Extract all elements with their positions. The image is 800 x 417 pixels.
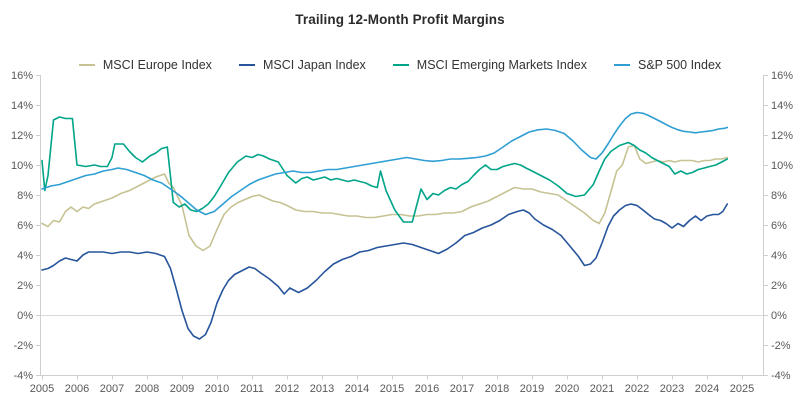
x-axis-label: 2018 [485,383,509,395]
legend-line-swatch [78,64,95,66]
x-axis-label: 2007 [100,383,124,395]
legend: MSCI Europe Index MSCI Japan Index MSCI … [0,58,800,72]
y-axis-label-right: -2% [771,340,791,352]
legend-item-sp-500: S&P 500 Index [613,58,722,72]
y-axis-label-right: 6% [771,220,787,232]
series-line-msci-emerging-markets-index [41,116,729,223]
x-axis-label: 2015 [380,383,404,395]
x-axis-label: 2025 [730,383,754,395]
legend-line-swatch [613,64,630,66]
y-axis-label-left: 12% [11,130,33,142]
y-axis-label-left: 4% [17,250,33,262]
x-axis-label: 2024 [695,383,719,395]
legend-label: S&P 500 Index [637,58,722,72]
y-axis-label-right: 4% [771,250,787,262]
legend-label: MSCI Japan Index [262,58,366,72]
x-axis-label: 2013 [310,383,334,395]
series-line-msci-japan-index [41,203,729,340]
x-axis-label: 2017 [450,383,474,395]
legend-line-swatch [392,64,409,66]
legend-item-msci-emerging-markets: MSCI Emerging Markets Index [392,58,587,72]
y-axis-label-left: 16% [11,70,33,82]
y-axis-label-left: 8% [17,190,33,202]
x-axis-label: 2005 [30,383,54,395]
y-axis-label-left: 0% [17,310,33,322]
y-axis-label-right: -4% [771,370,791,382]
legend-item-msci-europe: MSCI Europe Index [78,58,212,72]
legend-label: MSCI Emerging Markets Index [416,58,587,72]
legend-label: MSCI Europe Index [102,58,212,72]
x-axis-label: 2008 [135,383,159,395]
y-axis-label-left: 6% [17,220,33,232]
y-axis-label-left: -4% [13,370,33,382]
x-axis-label: 2016 [415,383,439,395]
x-axis-label: 2014 [345,383,369,395]
y-axis-label-right: 14% [771,100,793,112]
legend-item-msci-japan: MSCI Japan Index [238,58,366,72]
x-axis-label: 2009 [170,383,194,395]
y-axis-label-left: 14% [11,100,33,112]
x-axis-label: 2022 [625,383,649,395]
y-axis-label-right: 8% [771,190,787,202]
x-axis-label: 2020 [555,383,579,395]
y-axis-label-right: 12% [771,130,793,142]
x-axis-label: 2010 [205,383,229,395]
x-axis-label: 2019 [520,383,544,395]
x-axis-label: 2011 [240,383,264,395]
legend-line-swatch [238,64,255,66]
series-line-s-p-500-index [41,111,729,216]
y-axis-label-right: 16% [771,70,793,82]
x-axis-label: 2006 [65,383,89,395]
y-axis-label-right: 10% [771,160,793,172]
y-axis-label-left: 2% [17,280,33,292]
y-axis-label-left: 10% [11,160,33,172]
x-axis-label: 2012 [275,383,299,395]
y-axis-label-left: -2% [13,340,33,352]
chart-title: Trailing 12-Month Profit Margins [295,12,505,27]
y-axis-label-right: 0% [771,310,787,322]
x-axis-label: 2021 [590,383,614,395]
y-axis-label-right: 2% [771,280,787,292]
x-axis-label: 2023 [660,383,684,395]
